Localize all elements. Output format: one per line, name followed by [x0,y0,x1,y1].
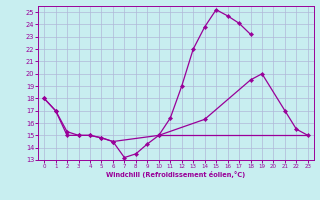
X-axis label: Windchill (Refroidissement éolien,°C): Windchill (Refroidissement éolien,°C) [106,171,246,178]
